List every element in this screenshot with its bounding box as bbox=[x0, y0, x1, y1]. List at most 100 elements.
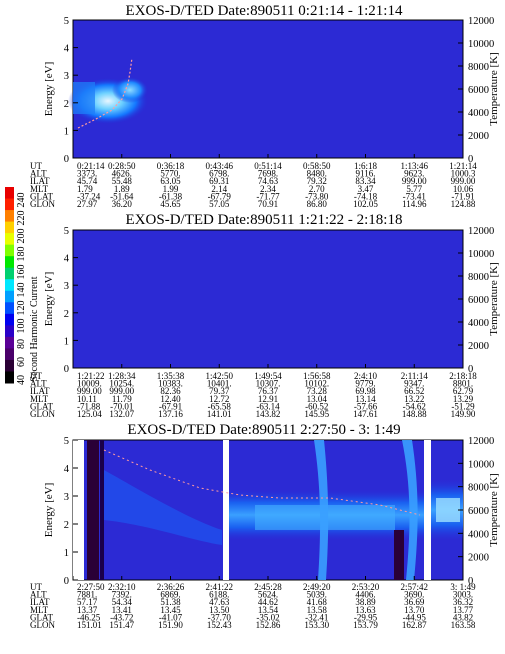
table-cell: -35.02 bbox=[256, 612, 279, 622]
table-cell: 69.98 bbox=[355, 386, 376, 396]
panel-2-ylabel: Energy [eV] bbox=[43, 272, 55, 326]
y-tick-label: 5 bbox=[64, 226, 69, 237]
table-cell: 124.88 bbox=[451, 199, 476, 209]
table-cell: 1.79 bbox=[77, 184, 93, 194]
table-cell: 1.89 bbox=[114, 184, 130, 194]
table-cell: -41.07 bbox=[159, 612, 183, 622]
table-row-label: GLON bbox=[30, 409, 55, 419]
table-cell: 143.82 bbox=[256, 409, 281, 419]
table-cell: 3690. bbox=[404, 590, 424, 600]
table-cell: 69.31 bbox=[209, 176, 229, 186]
table-cell: 51.38 bbox=[160, 597, 181, 607]
table-cell: 1:49:54 bbox=[254, 371, 282, 381]
table-cell: 2.34 bbox=[260, 184, 276, 194]
colorbar-tick-label: 100 bbox=[16, 319, 27, 334]
table-cell: -65.58 bbox=[208, 401, 232, 411]
table-cell: 0:51:14 bbox=[254, 161, 282, 171]
table-cell: 2:45:28 bbox=[254, 582, 282, 592]
table-cell: 9116. bbox=[356, 169, 376, 179]
table-cell: 73.28 bbox=[307, 386, 328, 396]
colorbar-swatch bbox=[5, 348, 14, 361]
table-cell: 2:57:42 bbox=[401, 582, 429, 592]
colorbar-swatches bbox=[5, 187, 14, 384]
table-cell: 145.95 bbox=[304, 409, 329, 419]
panel-1-ylabel: Energy [eV] bbox=[43, 62, 55, 116]
table-cell: 10254. bbox=[109, 379, 134, 389]
table-cell: 10401. bbox=[207, 379, 232, 389]
table-row-label: UT bbox=[30, 371, 42, 381]
table-cell: -32.41 bbox=[305, 612, 328, 622]
colorbar-tick-label: 240 bbox=[16, 193, 27, 208]
table-row-label: UT bbox=[30, 161, 42, 171]
y-tick-label: 4 bbox=[64, 44, 70, 55]
colorbar-tick-label: 140 bbox=[16, 283, 27, 298]
panel-1: EXOS-D/TED Date:890511 0:21:14 - 1:21:14… bbox=[30, 3, 500, 209]
table-cell: 132.07 bbox=[109, 409, 134, 419]
table-cell: -70.01 bbox=[110, 401, 133, 411]
table-cell: 3003. bbox=[453, 590, 473, 600]
y-tick-label: 4 bbox=[64, 464, 70, 475]
table-cell: 45.65 bbox=[160, 199, 181, 209]
y-tick-label: 3 bbox=[64, 281, 69, 292]
table-cell: 163.58 bbox=[451, 620, 476, 630]
table-row-label: UT bbox=[30, 582, 42, 592]
y-right-tick-label: 12000 bbox=[468, 226, 494, 237]
colorbar-tick-label: 60 bbox=[16, 357, 27, 367]
table-row-label: GLON bbox=[30, 199, 55, 209]
panel-3-ylabel: Energy [eV] bbox=[43, 483, 55, 537]
table-cell: 147.61 bbox=[353, 409, 378, 419]
table-cell: 10102. bbox=[304, 379, 329, 389]
table-cell: 999.00 bbox=[402, 176, 427, 186]
table-cell: 1:21:14 bbox=[449, 161, 477, 171]
table-row-label: ILAT bbox=[30, 597, 50, 607]
table-cell: 47.63 bbox=[209, 597, 230, 607]
panel-1-title: EXOS-D/TED Date:890511 0:21:14 - 1:21:14 bbox=[126, 3, 403, 19]
y-right-tick-label: 8000 bbox=[468, 483, 489, 494]
panel-3: EXOS-D/TED Date:890511 2:27:50 - 3: 1:49… bbox=[30, 422, 500, 630]
table-cell: -44.95 bbox=[403, 612, 427, 622]
y-right-tick-label: 10000 bbox=[468, 39, 494, 50]
table-cell: 5624. bbox=[258, 590, 278, 600]
table-cell: 13.77 bbox=[453, 605, 474, 615]
table-cell: 9623. bbox=[404, 169, 424, 179]
table-cell: 7698. bbox=[258, 169, 278, 179]
table-cell: 152.43 bbox=[207, 620, 232, 630]
table-cell: 13.37 bbox=[77, 605, 98, 615]
y-right-tick-label: 6000 bbox=[468, 85, 489, 96]
table-cell: 13.50 bbox=[209, 605, 230, 615]
table-cell: -29.95 bbox=[354, 612, 378, 622]
table-cell: 86.80 bbox=[307, 199, 328, 209]
table-cell: 5770. bbox=[160, 169, 180, 179]
colorbar-tick-label: 120 bbox=[16, 301, 27, 316]
table-cell: 2:4:10 bbox=[354, 371, 378, 381]
y-tick-label: 5 bbox=[64, 16, 69, 27]
table-cell: 3.47 bbox=[358, 184, 374, 194]
table-row-label: ALT bbox=[30, 169, 47, 179]
table-cell: 3373. bbox=[77, 169, 97, 179]
table-cell: 13.14 bbox=[355, 394, 376, 404]
table-cell: 5.77 bbox=[406, 184, 422, 194]
table-cell: 3: 1:49 bbox=[450, 582, 476, 592]
colorbar-swatch bbox=[5, 233, 14, 246]
table-cell: 6869. bbox=[160, 590, 180, 600]
table-cell: 27.97 bbox=[77, 199, 98, 209]
table-cell: 9347. bbox=[404, 379, 424, 389]
y-right-tick-label: 2000 bbox=[468, 553, 489, 564]
table-cell: 4626. bbox=[112, 169, 132, 179]
table-row-label: ALT bbox=[30, 379, 47, 389]
table-cell: 162.87 bbox=[402, 620, 427, 630]
panel-2-title: EXOS-D/TED Date:890511 1:21:22 - 2:18:18 bbox=[126, 212, 403, 228]
table-cell: -71.88 bbox=[77, 401, 101, 411]
table-cell: 36.32 bbox=[453, 597, 473, 607]
table-cell: 141.01 bbox=[207, 409, 232, 419]
table-cell: 7392. bbox=[112, 590, 132, 600]
y-right-tick-label: 4000 bbox=[468, 318, 489, 329]
table-cell: 151.90 bbox=[158, 620, 183, 630]
table-cell: 13.41 bbox=[112, 605, 132, 615]
table-cell: 125.04 bbox=[77, 409, 102, 419]
table-cell: 12.91 bbox=[258, 394, 278, 404]
table-cell: 13.29 bbox=[453, 394, 474, 404]
panel-3-ylabel-right: Temperature [K] bbox=[488, 473, 500, 546]
table-cell: 2:18:18 bbox=[449, 371, 477, 381]
